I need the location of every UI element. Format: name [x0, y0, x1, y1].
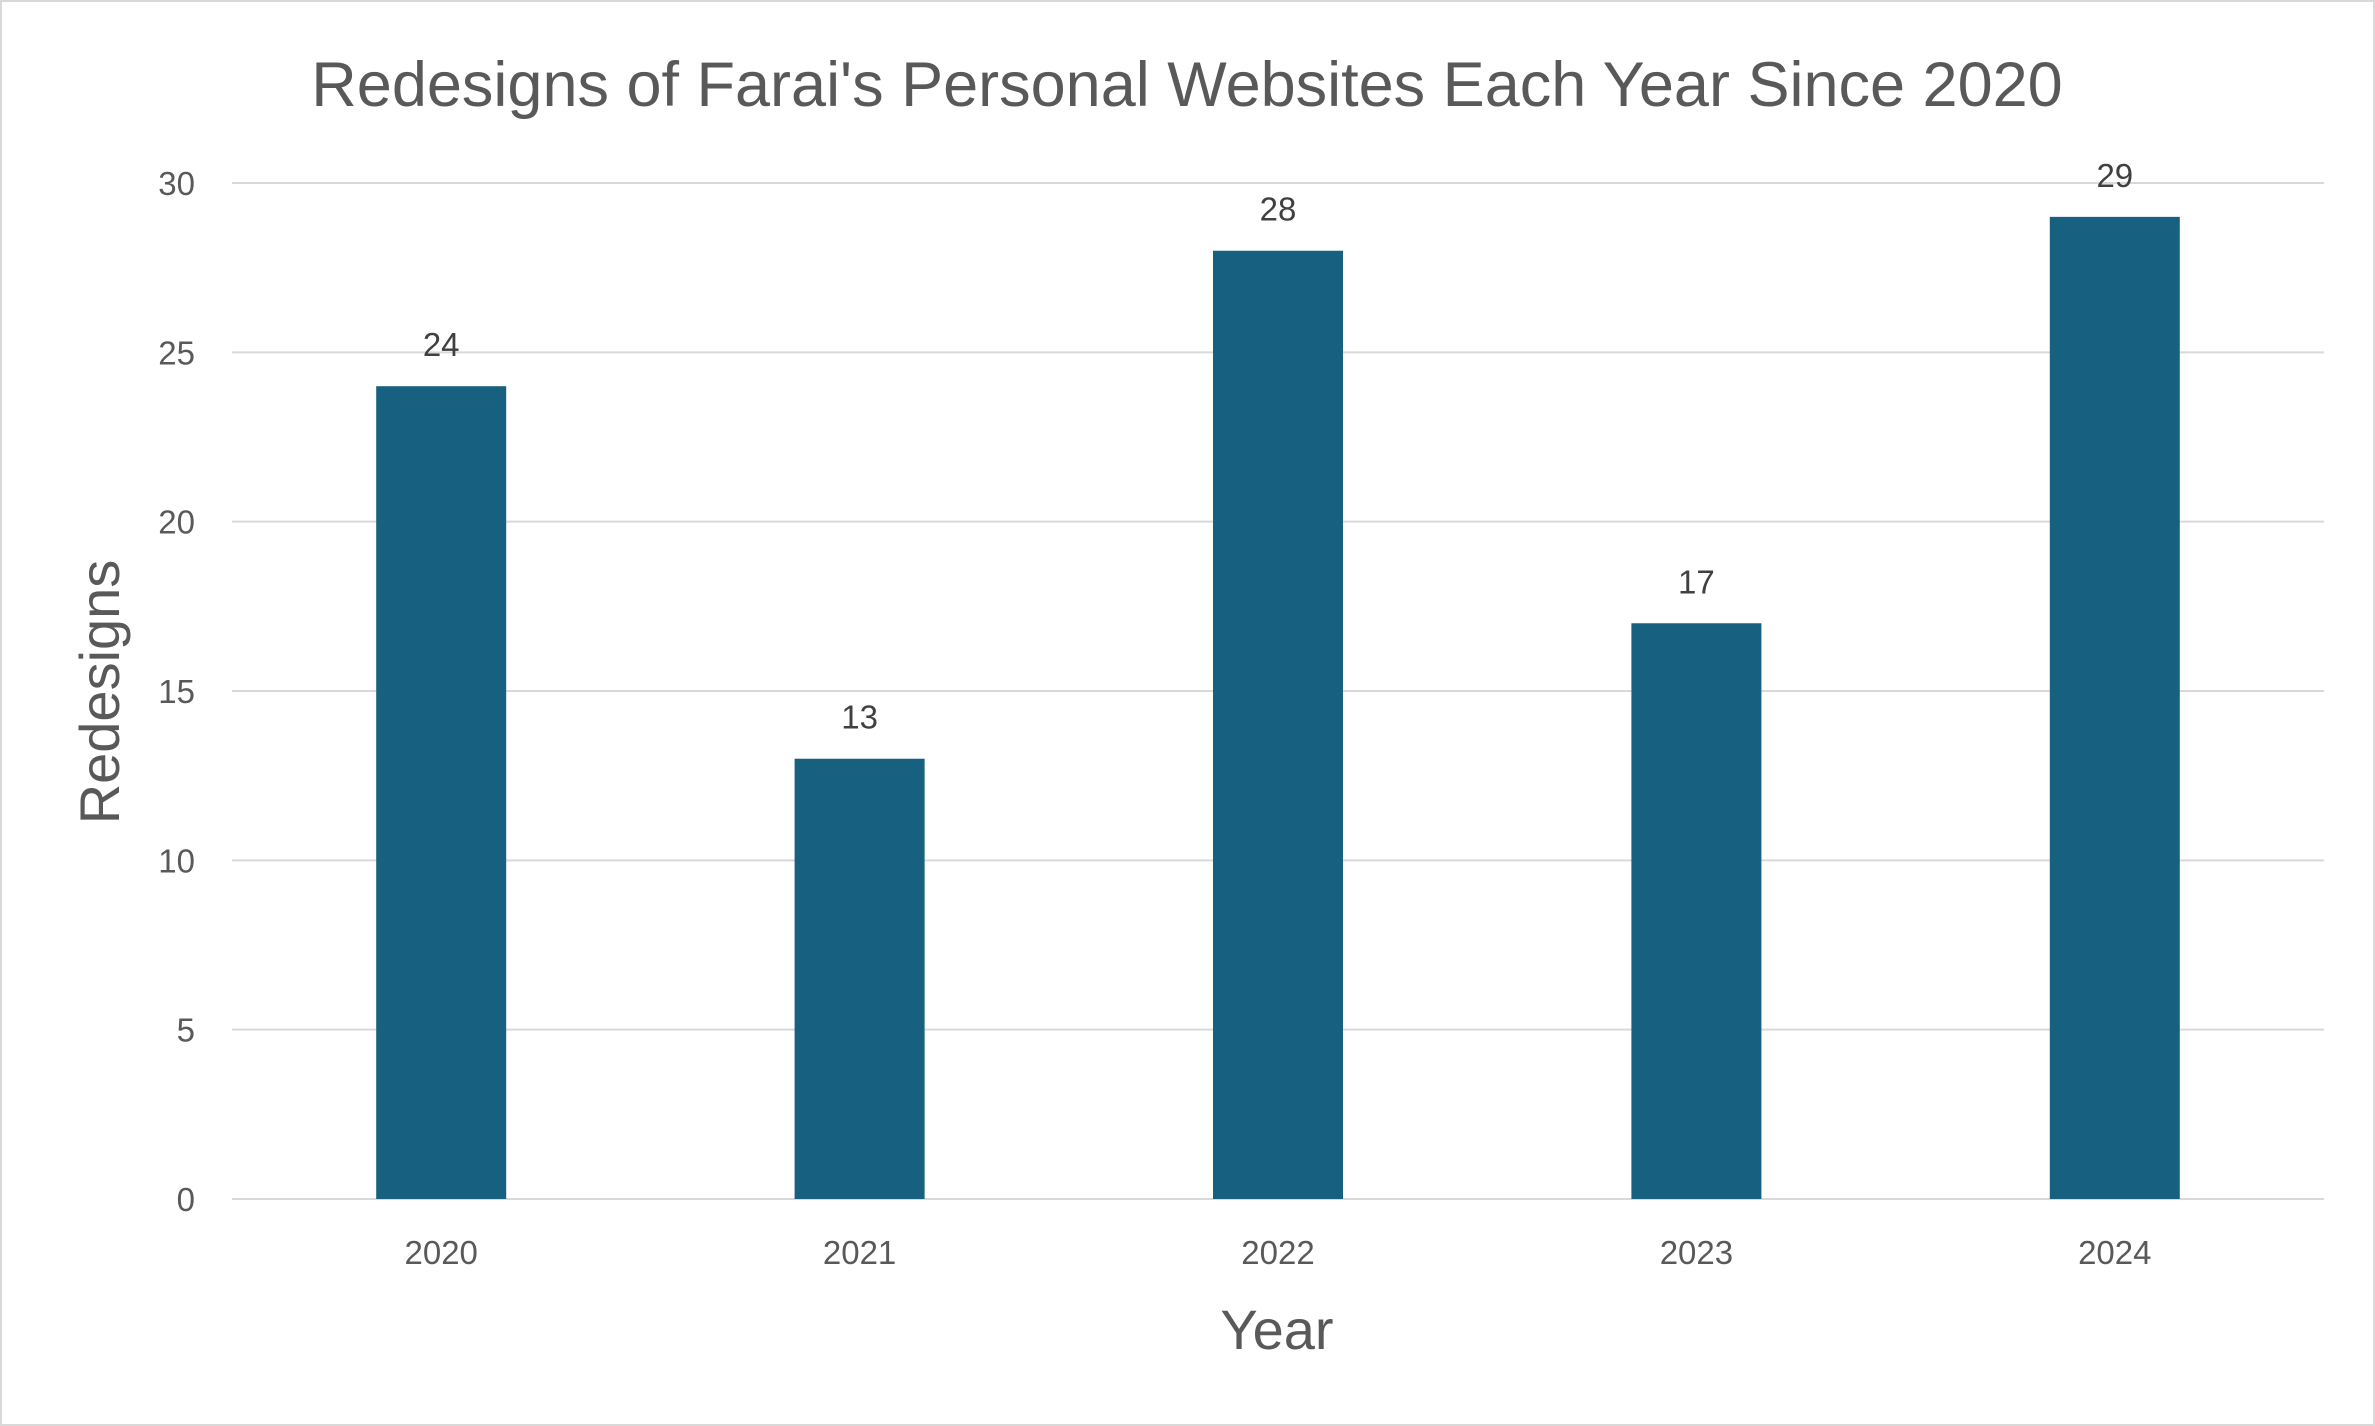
data-label-2023: 17: [1678, 563, 1715, 600]
x-tick-label-2020: 2020: [404, 1234, 477, 1271]
x-tick-label-2022: 2022: [1241, 1234, 1314, 1271]
x-tick-label-2024: 2024: [2078, 1234, 2151, 1271]
bar-2021: [794, 758, 925, 1199]
y-tick-label: 5: [177, 1012, 195, 1049]
data-labels: 24 13 28 17 29: [423, 157, 2133, 736]
y-axis-tick-labels: 0 5 10 15 20 25 30: [158, 165, 195, 1218]
y-tick-label: 30: [158, 165, 195, 202]
y-tick-label: 15: [158, 673, 195, 710]
x-axis-title: Year: [1220, 1298, 1333, 1361]
data-label-2020: 24: [423, 326, 460, 363]
y-tick-label: 0: [177, 1181, 195, 1218]
bar-2024: [2049, 216, 2180, 1199]
data-label-2022: 28: [1260, 191, 1297, 228]
y-tick-label: 10: [158, 842, 195, 879]
bar-2022: [1213, 250, 1343, 1199]
y-tick-label: 25: [158, 334, 195, 371]
bars: [376, 216, 2180, 1199]
chart-title: Redesigns of Farai's Personal Websites E…: [311, 50, 2062, 120]
x-tick-label-2023: 2023: [1660, 1234, 1733, 1271]
bar-2023: [1631, 623, 1762, 1199]
x-tick-label-2021: 2021: [823, 1234, 896, 1271]
data-label-2024: 29: [2096, 157, 2133, 194]
y-tick-label: 20: [158, 504, 195, 541]
data-label-2021: 13: [841, 699, 878, 736]
x-axis-tick-labels: 2020 2021 2022 2023 2024: [404, 1234, 2151, 1271]
bar-2020: [376, 386, 507, 1199]
y-axis-title: Redesigns: [68, 560, 131, 825]
